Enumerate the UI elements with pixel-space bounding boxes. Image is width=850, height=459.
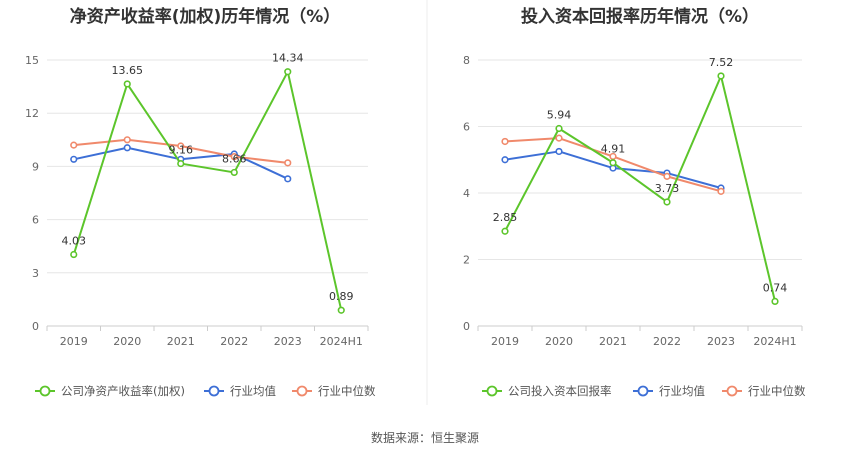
- x-tick-label: 2020: [545, 335, 573, 348]
- data-label: 13.65: [112, 64, 144, 77]
- data-point: [501, 156, 509, 164]
- data-point: [717, 72, 725, 80]
- data-label: 0.89: [329, 290, 354, 303]
- series-line-company: [72, 70, 343, 311]
- legend-label: 行业中位数: [318, 384, 376, 398]
- data-label: 14.34: [272, 52, 304, 65]
- data-point: [70, 155, 78, 163]
- x-tick-label: 2023: [274, 335, 302, 348]
- data-point: [501, 137, 509, 146]
- y-tick-label: 6: [463, 121, 470, 134]
- data-point: [284, 159, 292, 167]
- data-point: [663, 172, 671, 180]
- data-point: [177, 159, 185, 168]
- data-label: 3.73: [655, 182, 680, 195]
- y-tick-label: 0: [463, 320, 470, 333]
- data-point: [717, 187, 725, 195]
- x-tick-label: 2021: [167, 335, 195, 348]
- y-tick-label: 2: [463, 254, 470, 267]
- series-line-company: [504, 74, 776, 302]
- chart-title: 净资产收益率(加权)历年情况（%）: [70, 6, 341, 27]
- y-tick-label: 3: [32, 267, 39, 280]
- y-tick-label: 9: [32, 160, 39, 173]
- legend-label: 行业中位数: [748, 384, 806, 398]
- data-point: [771, 297, 779, 305]
- x-tick-label: 2022: [653, 335, 681, 348]
- y-tick-label: 4: [463, 187, 470, 200]
- data-point: [609, 159, 617, 167]
- data-source-note: 数据来源：恒生聚源: [371, 430, 479, 445]
- legend-swatch-marker: [637, 385, 649, 397]
- legend-swatch-marker: [726, 385, 738, 397]
- x-tick-label: 2024H1: [753, 335, 796, 348]
- x-tick-label: 2024H1: [320, 335, 363, 348]
- legend-label: 行业均值: [230, 384, 276, 398]
- data-point: [230, 168, 238, 177]
- data-point: [123, 80, 131, 88]
- y-tick-label: 6: [32, 214, 39, 227]
- y-tick-label: 8: [463, 54, 470, 67]
- x-tick-label: 2019: [60, 335, 88, 348]
- data-label: 9.16: [169, 144, 194, 157]
- data-point: [555, 134, 563, 142]
- legend-swatch-marker: [208, 385, 220, 397]
- data-point: [555, 147, 563, 156]
- data-label: 4.03: [62, 235, 87, 248]
- data-point: [501, 227, 509, 235]
- legend-swatch-marker: [39, 385, 51, 397]
- legend-label: 行业均值: [659, 384, 705, 398]
- data-point: [663, 198, 671, 206]
- legend-swatch-marker: [486, 385, 498, 397]
- data-point: [123, 144, 131, 152]
- x-tick-label: 2021: [599, 335, 627, 348]
- data-label: 2.85: [493, 211, 518, 224]
- data-label: 8.66: [222, 152, 247, 165]
- chart-roic: 投入资本回报率历年情况（%） 0 2 4 6 8 2019 2020 2021 2022 2023 2…: [463, 6, 806, 398]
- legend-swatch-marker: [296, 385, 308, 397]
- data-label: 7.52: [709, 56, 734, 69]
- data-label: 0.74: [763, 281, 788, 294]
- data-point: [70, 250, 78, 259]
- y-tick-label: 0: [32, 320, 39, 333]
- x-tick-label: 2019: [491, 335, 519, 348]
- data-point: [123, 136, 131, 144]
- data-point: [284, 68, 292, 76]
- x-tick-label: 2020: [113, 335, 141, 348]
- x-tick-label: 2023: [707, 335, 735, 348]
- legend-label: 公司投入资本回报率: [508, 384, 612, 398]
- data-point: [230, 153, 238, 161]
- chart-title: 投入资本回报率历年情况（%）: [521, 6, 759, 27]
- data-label: 5.94: [547, 108, 572, 121]
- x-tick-label: 2022: [220, 335, 248, 348]
- data-point: [177, 142, 185, 150]
- data-point: [70, 141, 78, 149]
- chart-roe: 净资产收益率(加权)历年情况（%） 0 3 6 9 12 15 2019 2020 2021 202…: [25, 6, 376, 398]
- legend-label: 公司净资产收益率(加权): [61, 384, 185, 398]
- data-label: 4.91: [601, 143, 626, 156]
- data-point: [555, 124, 563, 133]
- data-point: [337, 306, 345, 314]
- y-tick-label: 15: [25, 54, 39, 67]
- y-tick-label: 12: [25, 107, 39, 120]
- data-point: [284, 175, 292, 183]
